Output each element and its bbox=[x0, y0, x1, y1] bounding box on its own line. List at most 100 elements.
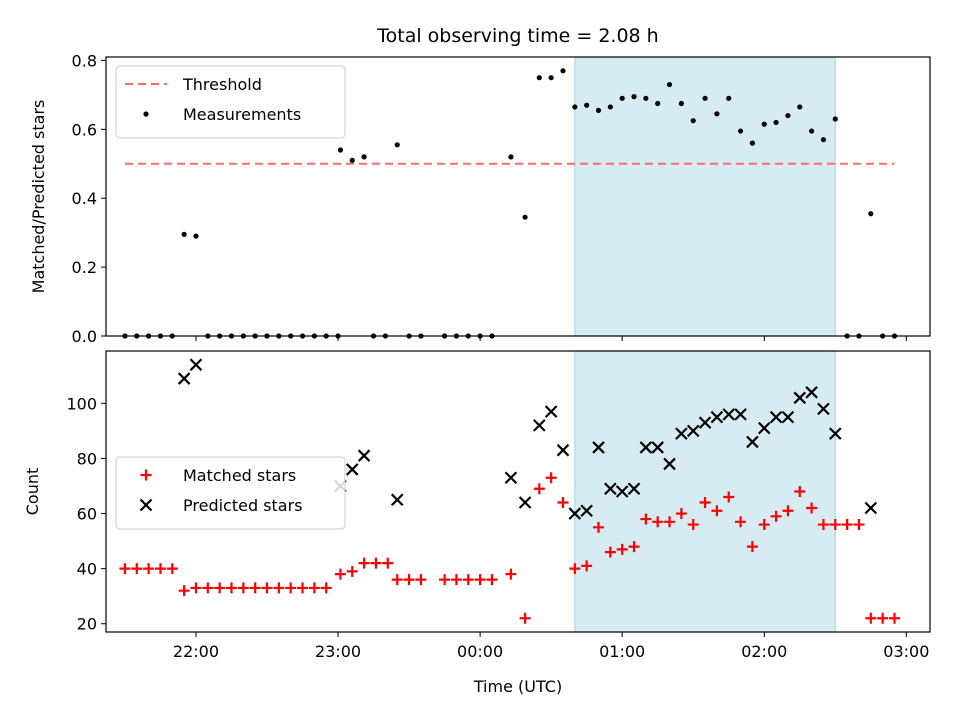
data-point bbox=[545, 472, 557, 484]
data-point bbox=[888, 612, 900, 624]
data-point bbox=[394, 142, 400, 148]
data-point bbox=[181, 231, 187, 237]
data-point bbox=[604, 482, 617, 496]
data-point bbox=[666, 81, 673, 88]
y-axis-label: Matched/Predicted stars bbox=[29, 100, 48, 294]
data-point bbox=[178, 585, 190, 597]
data-point bbox=[726, 95, 732, 101]
data-point bbox=[805, 386, 818, 399]
data-point bbox=[357, 449, 371, 462]
series-matched-stars bbox=[119, 472, 900, 624]
data-point bbox=[403, 574, 415, 586]
data-point bbox=[533, 483, 545, 495]
axes-frame bbox=[105, 56, 931, 337]
data-point bbox=[505, 568, 517, 580]
data-point bbox=[557, 497, 569, 509]
x-axis-label: Time (UTC) bbox=[473, 677, 562, 696]
data-point bbox=[758, 519, 770, 531]
data-point bbox=[569, 563, 581, 575]
data-point bbox=[337, 147, 344, 153]
data-point bbox=[628, 541, 640, 553]
data-point bbox=[643, 95, 649, 101]
data-point bbox=[699, 497, 711, 509]
data-point bbox=[675, 508, 687, 520]
data-point bbox=[474, 574, 486, 586]
data-point bbox=[761, 121, 767, 127]
data-point bbox=[214, 582, 226, 594]
data-point bbox=[193, 233, 199, 239]
data-point bbox=[746, 435, 759, 449]
data-point bbox=[806, 502, 818, 514]
legend-label: Measurements bbox=[183, 105, 301, 124]
data-point bbox=[663, 457, 676, 471]
legend: Matched stars Predicted stars bbox=[115, 456, 346, 530]
data-point bbox=[817, 402, 830, 416]
legend-swatch bbox=[143, 111, 149, 117]
data-point bbox=[370, 557, 382, 569]
data-point bbox=[820, 137, 827, 143]
data-point bbox=[619, 95, 625, 101]
data-point bbox=[785, 112, 791, 119]
data-point bbox=[154, 563, 166, 575]
y-tick-label: 0.2 bbox=[72, 258, 97, 277]
data-point bbox=[518, 496, 532, 509]
data-point bbox=[769, 410, 783, 424]
data-point bbox=[710, 410, 724, 424]
data-point bbox=[746, 541, 758, 553]
x-tick-label: 22:00 bbox=[173, 642, 219, 661]
data-point bbox=[627, 482, 641, 496]
data-point bbox=[189, 358, 203, 372]
data-point bbox=[864, 501, 878, 515]
data-point bbox=[119, 563, 131, 575]
data-point bbox=[793, 391, 807, 405]
data-point bbox=[486, 574, 498, 586]
data-point bbox=[829, 519, 841, 531]
legend-label: Threshold bbox=[182, 75, 262, 94]
data-point bbox=[770, 510, 782, 522]
data-point bbox=[568, 507, 582, 520]
data-point bbox=[508, 154, 514, 160]
legend-swatch bbox=[140, 469, 152, 481]
data-point bbox=[592, 441, 605, 454]
data-point bbox=[450, 574, 462, 586]
data-point bbox=[735, 516, 747, 528]
data-point bbox=[131, 563, 143, 575]
data-point bbox=[308, 582, 320, 594]
data-point bbox=[877, 612, 889, 624]
legend: Threshold Measurements bbox=[115, 65, 346, 139]
highlight-span bbox=[574, 56, 836, 337]
series-measurements bbox=[122, 68, 898, 339]
data-point bbox=[544, 405, 558, 418]
x-tick-label: 23:00 bbox=[315, 642, 361, 661]
x-tick-label: 02:00 bbox=[741, 642, 787, 661]
data-point bbox=[504, 471, 518, 485]
data-point bbox=[261, 582, 273, 594]
y-tick-label: 0.4 bbox=[72, 189, 97, 208]
data-point bbox=[249, 582, 261, 594]
data-point bbox=[809, 128, 815, 134]
data-point bbox=[868, 211, 874, 217]
data-point bbox=[361, 154, 367, 160]
data-point bbox=[604, 546, 616, 558]
data-point bbox=[297, 582, 309, 594]
bottom-plot: 20 40 60 80 100 22:00 23:00 00:00 01:00 02:00 03:0… bbox=[23, 350, 931, 661]
data-point bbox=[556, 443, 570, 457]
data-point bbox=[616, 543, 628, 555]
data-point bbox=[285, 582, 297, 594]
data-point bbox=[519, 612, 531, 624]
data-point bbox=[548, 75, 554, 81]
data-point bbox=[615, 485, 629, 498]
data-point bbox=[832, 116, 838, 122]
highlight-span bbox=[574, 350, 836, 633]
data-point bbox=[652, 516, 664, 528]
data-point bbox=[829, 427, 842, 440]
data-point bbox=[686, 424, 700, 438]
data-point bbox=[595, 107, 602, 113]
data-point bbox=[560, 68, 566, 74]
data-point bbox=[202, 582, 214, 594]
data-point bbox=[190, 582, 202, 594]
data-point bbox=[664, 516, 676, 528]
x-tick-label: 01:00 bbox=[599, 642, 645, 661]
top-plot: 0.0 0.2 0.4 0.6 0.8 Matched/Predicted stars Th… bbox=[29, 51, 931, 346]
